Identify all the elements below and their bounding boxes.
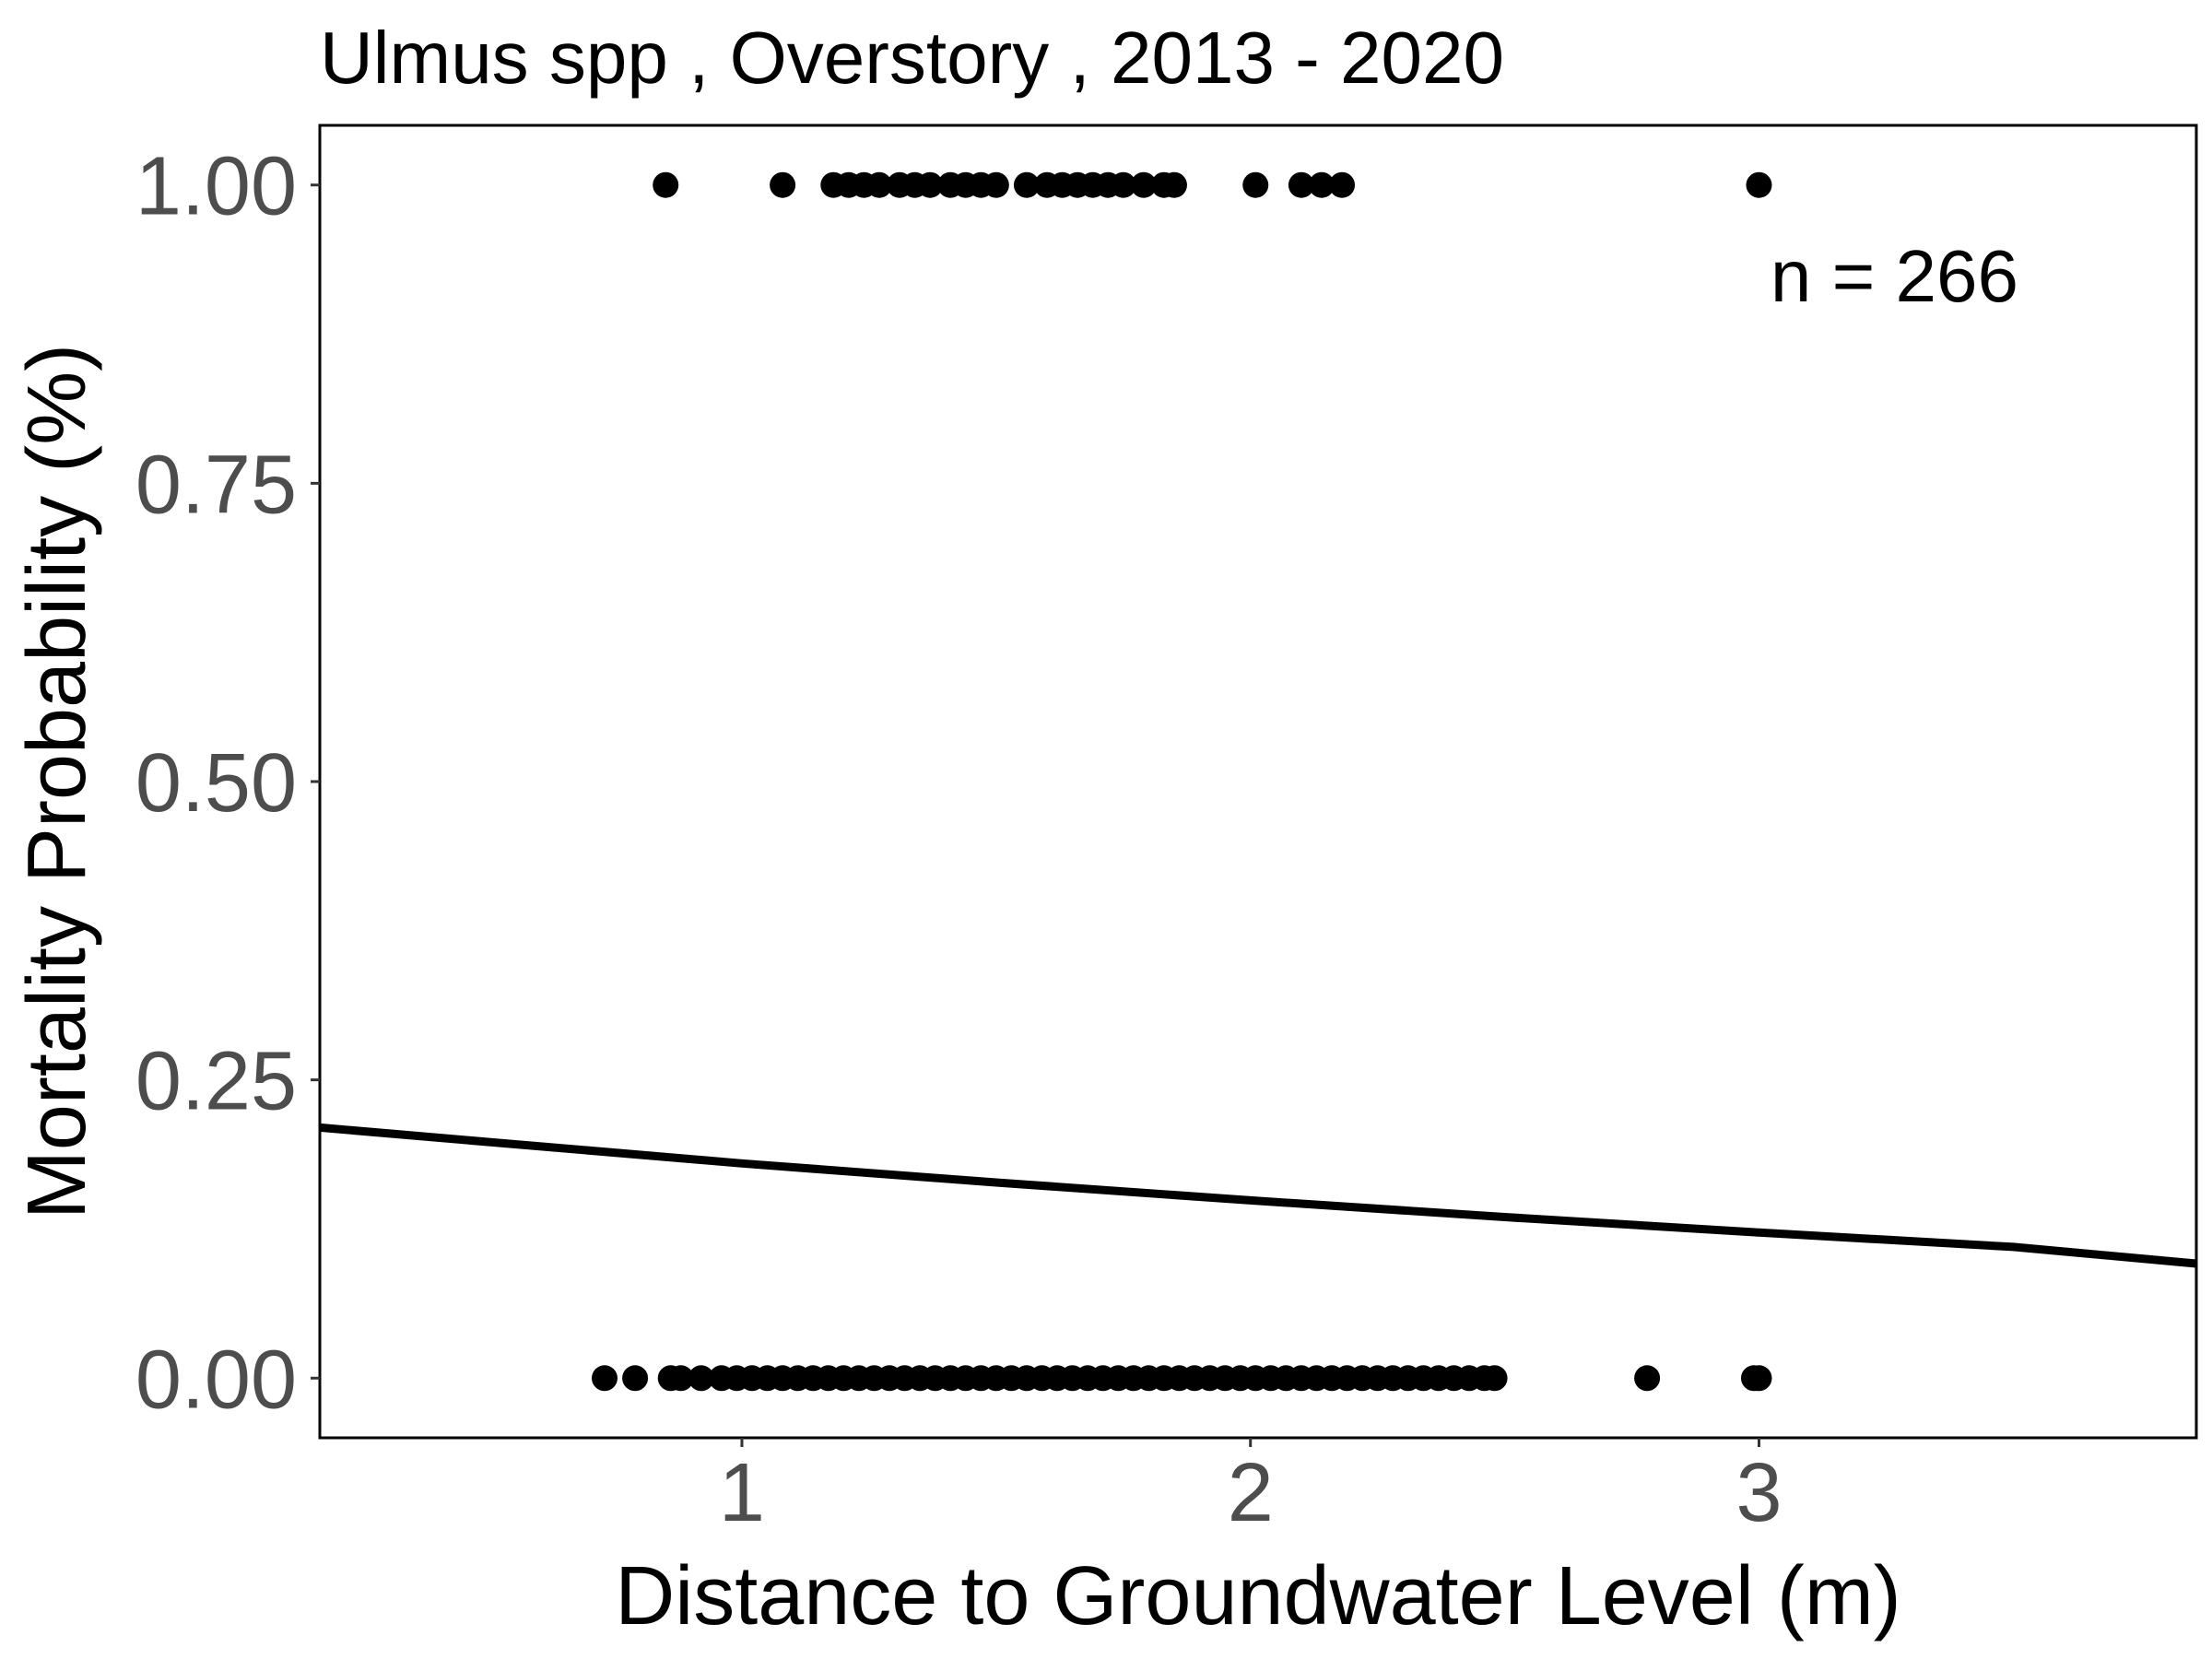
data-point (865, 171, 892, 198)
y-axis-ticks: 0.00 0.25 0.50 0.75 1.00 (135, 141, 320, 1426)
sample-size-annotation: n = 266 (1771, 235, 2018, 317)
y-tick-label: 0.25 (135, 1036, 297, 1128)
fitted-curve (319, 1123, 2197, 1268)
chart-title: Ulmus spp , Overstory , 2013 - 2020 (320, 17, 1504, 99)
data-point (1308, 171, 1335, 198)
plot-marks (319, 171, 2197, 1392)
y-tick-label: 1.00 (135, 141, 297, 233)
data-point (667, 1365, 694, 1392)
data-point (1130, 171, 1157, 198)
y-tick-label: 0.00 (135, 1334, 297, 1426)
y-axis-title: Mortality Probability (%) (11, 344, 103, 1219)
x-tick-label: 3 (1735, 1447, 1782, 1539)
data-point (1329, 171, 1356, 198)
data-point (1013, 171, 1040, 198)
data-point (622, 1365, 649, 1392)
data-point (1634, 1365, 1661, 1392)
x-axis-title: Distance to Groundwater Level (m) (615, 1550, 1901, 1642)
y-tick-label: 0.75 (135, 439, 297, 531)
data-point (1481, 1365, 1508, 1392)
data-point (591, 1365, 618, 1392)
y-tick-label: 0.50 (135, 737, 297, 830)
x-tick-label: 1 (719, 1447, 765, 1539)
data-point (1242, 171, 1269, 198)
data-point (1288, 171, 1314, 198)
x-tick-label: 2 (1228, 1447, 1274, 1539)
data-point (1746, 171, 1772, 198)
data-point (917, 171, 944, 198)
data-point (1110, 171, 1136, 198)
data-point (1160, 171, 1187, 198)
data-point (688, 1365, 714, 1392)
data-point (653, 171, 679, 198)
data-point (1746, 1365, 1772, 1392)
data-point (982, 171, 1009, 198)
data-point (770, 171, 796, 198)
x-axis-ticks: 1 2 3 (719, 1438, 1783, 1539)
